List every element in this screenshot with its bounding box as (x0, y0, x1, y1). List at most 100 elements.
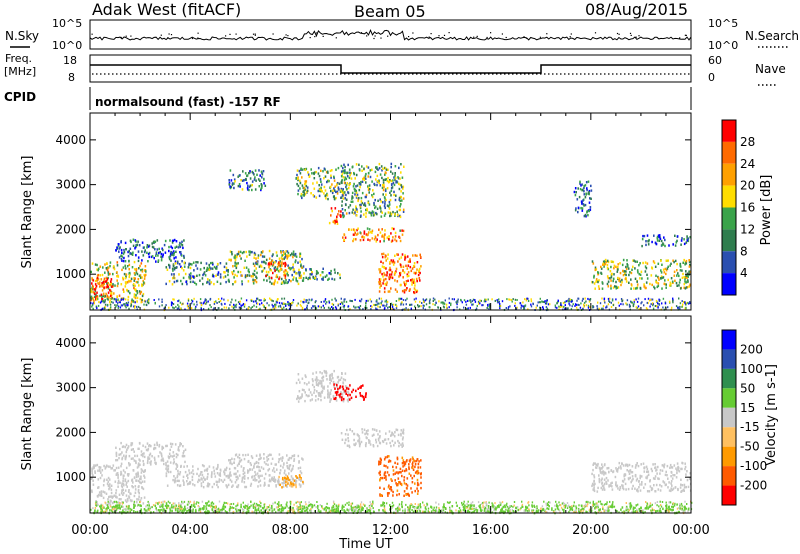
noise-cell (549, 303, 551, 306)
echo-cell (353, 187, 356, 191)
echo-cell (640, 463, 642, 466)
echo-cell (268, 249, 271, 253)
echo-cell (252, 171, 254, 175)
echo-cell (96, 501, 98, 504)
echo-cell (683, 258, 685, 262)
echo-cell (344, 385, 347, 388)
echo-cell (359, 239, 362, 242)
echo-cell (177, 453, 179, 457)
noise-cell (422, 304, 424, 307)
echo-cell (265, 262, 267, 265)
echo-cell (449, 509, 451, 512)
noise-cell (199, 301, 201, 304)
echo-cell (304, 374, 307, 377)
echo-cell (196, 472, 198, 476)
echo-cell (237, 184, 240, 188)
echo-cell (107, 273, 110, 276)
echo-cell (650, 488, 653, 492)
echo-cell (224, 468, 226, 471)
echo-cell (345, 183, 348, 187)
echo-cell (183, 265, 186, 268)
echo-cell (386, 187, 389, 190)
echo-cell (375, 211, 377, 215)
echo-cell (621, 263, 624, 267)
echo-cell (200, 484, 203, 488)
echo-cell (313, 391, 315, 394)
echo-cell (665, 470, 667, 474)
echo-cell (247, 453, 249, 456)
noise-cell (589, 306, 591, 308)
echo-cell (414, 463, 417, 466)
echo-cell (127, 490, 130, 493)
echo-cell (302, 194, 304, 197)
echo-cell (617, 268, 619, 271)
echo-cell (297, 467, 300, 470)
echo-cell (291, 454, 294, 458)
noise-cell (678, 297, 680, 300)
echo-cell (341, 204, 343, 207)
echo-cell (641, 237, 644, 241)
echo-cell (359, 392, 361, 395)
echo-cell (400, 482, 403, 486)
echo-cell (94, 289, 96, 293)
echo-cell (593, 282, 596, 285)
echo-cell (382, 178, 385, 182)
echo-cell (317, 166, 320, 170)
echo-cell (214, 475, 217, 478)
echo-cell (312, 275, 314, 279)
echo-cell (386, 204, 389, 207)
date-title: 08/Aug/2015 (585, 0, 688, 19)
echo-cell (253, 253, 256, 256)
echo-cell (183, 465, 185, 468)
echo-cell (398, 471, 401, 474)
echo-cell (383, 214, 386, 217)
noise-cell (272, 306, 274, 309)
nsearch-point (616, 32, 619, 35)
noise-cell (117, 302, 119, 305)
echo-cell (276, 480, 279, 483)
noise-cell (347, 305, 350, 308)
echo-cell (611, 272, 613, 276)
noise-cell (341, 301, 343, 304)
echo-cell (166, 444, 168, 448)
echo-cell (319, 394, 322, 398)
echo-cell (205, 262, 208, 265)
echo-cell (327, 396, 329, 399)
echo-cell (100, 284, 103, 287)
echo-cell (148, 444, 150, 448)
echo-cell (182, 276, 185, 280)
echo-cell (683, 489, 685, 492)
noise-cell (661, 302, 663, 305)
echo-cell (266, 459, 268, 462)
echo-cell (322, 278, 324, 281)
echo-cell (382, 261, 384, 265)
echo-cell (197, 261, 199, 264)
noise-cell (292, 301, 294, 304)
echo-cell (634, 466, 637, 469)
noise-cell (571, 299, 573, 301)
nsearch-point (360, 32, 363, 34)
echo-cell (101, 273, 104, 277)
echo-cell (183, 256, 185, 259)
noise-cell (283, 297, 286, 300)
echo-cell (654, 477, 656, 480)
noise-cell (343, 304, 346, 307)
noise-cell (568, 299, 571, 302)
echo-cell (107, 480, 110, 483)
noise-cell (328, 300, 330, 303)
noise-cell (291, 302, 293, 304)
echo-cell (238, 462, 240, 466)
echo-cell (409, 288, 411, 291)
echo-cell (402, 265, 405, 268)
echo-cell (352, 233, 355, 236)
echo-cell (143, 250, 146, 254)
echo-cell (620, 467, 622, 470)
noise-cell (647, 297, 650, 300)
echo-cell (597, 486, 599, 490)
echo-cell (286, 466, 289, 470)
echo-cell (311, 271, 313, 274)
echo-cell (281, 258, 283, 261)
echo-cell (135, 461, 137, 465)
echo-cell (344, 378, 347, 382)
echo-cell (674, 259, 677, 263)
